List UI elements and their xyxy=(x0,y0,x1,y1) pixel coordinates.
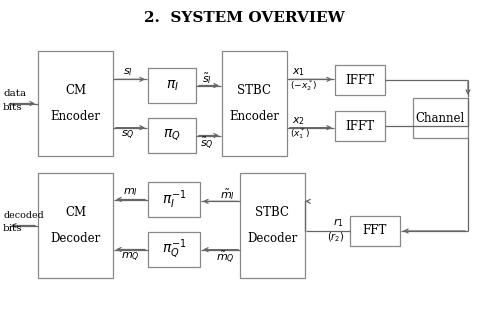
Text: $\pi_Q^{-1}$: $\pi_Q^{-1}$ xyxy=(162,238,186,261)
Bar xyxy=(240,173,305,278)
Text: $s_Q$: $s_Q$ xyxy=(121,129,134,142)
Bar xyxy=(148,182,200,217)
Text: $(r_2)$: $(r_2)$ xyxy=(326,230,344,244)
Bar xyxy=(148,68,196,103)
Text: Decoder: Decoder xyxy=(50,232,101,245)
Text: FFT: FFT xyxy=(363,224,387,238)
Text: 2.  SYSTEM OVERVIEW: 2. SYSTEM OVERVIEW xyxy=(143,11,345,25)
Text: Encoder: Encoder xyxy=(50,110,101,123)
Text: $\pi_I$: $\pi_I$ xyxy=(165,78,179,93)
Text: $x_1$: $x_1$ xyxy=(292,66,305,78)
Bar xyxy=(413,98,468,138)
Bar xyxy=(335,111,385,141)
Text: $x_2$: $x_2$ xyxy=(292,115,305,126)
Text: decoded: decoded xyxy=(3,211,44,220)
Text: CM: CM xyxy=(65,84,86,97)
Text: $s_I$: $s_I$ xyxy=(122,66,132,78)
Text: $\pi_I^{-1}$: $\pi_I^{-1}$ xyxy=(162,188,186,211)
Text: Channel: Channel xyxy=(416,112,465,125)
Bar xyxy=(148,118,196,153)
Text: IFFT: IFFT xyxy=(346,119,375,132)
Bar xyxy=(148,232,200,267)
Text: $\tilde{s}_I$: $\tilde{s}_I$ xyxy=(202,71,212,86)
Text: STBC: STBC xyxy=(256,206,289,219)
Bar xyxy=(335,65,385,95)
Bar xyxy=(38,173,113,278)
Text: Encoder: Encoder xyxy=(229,110,280,123)
Bar xyxy=(222,51,287,156)
Bar xyxy=(350,216,400,246)
Text: Decoder: Decoder xyxy=(247,232,298,245)
Text: bits: bits xyxy=(3,224,22,233)
Text: $\tilde{s}_Q$: $\tilde{s}_Q$ xyxy=(200,135,214,152)
Text: $\tilde{m}_I$: $\tilde{m}_I$ xyxy=(220,187,235,202)
Text: CM: CM xyxy=(65,206,86,219)
Text: $m_Q$: $m_Q$ xyxy=(121,251,140,264)
Text: $\tilde{m}_Q$: $\tilde{m}_Q$ xyxy=(216,250,235,266)
Text: $\pi_Q$: $\pi_Q$ xyxy=(163,128,181,143)
Bar xyxy=(38,51,113,156)
Text: $(x_1^*)$: $(x_1^*)$ xyxy=(290,126,310,141)
Text: $(-x_2^*)$: $(-x_2^*)$ xyxy=(290,78,317,93)
Text: $m_I$: $m_I$ xyxy=(123,187,138,198)
Text: $r_1$: $r_1$ xyxy=(333,216,344,229)
Text: data: data xyxy=(3,89,26,98)
Text: STBC: STBC xyxy=(238,84,271,97)
Text: IFFT: IFFT xyxy=(346,74,375,87)
Text: bits: bits xyxy=(3,103,22,112)
